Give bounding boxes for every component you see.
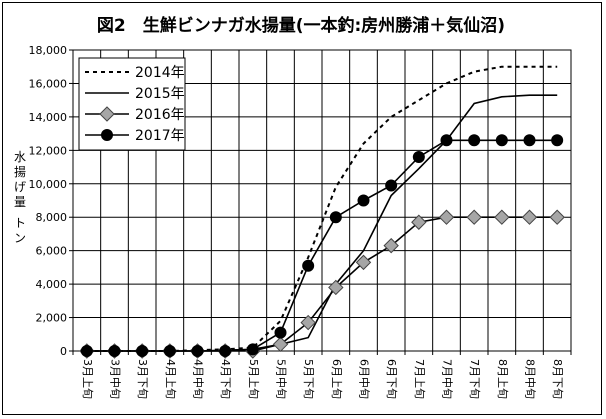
data-point	[274, 326, 287, 339]
data-point	[302, 259, 315, 272]
legend-marker	[101, 129, 113, 141]
x-tick-label: 4月上旬	[164, 359, 177, 399]
x-tick-label: 6月上旬	[330, 359, 343, 399]
data-point	[494, 209, 510, 225]
x-tick-label: 8月中旬	[524, 359, 537, 399]
data-point	[272, 336, 289, 353]
data-point	[412, 151, 425, 164]
x-tick-label: 3月中旬	[109, 359, 122, 399]
data-point	[163, 345, 176, 357]
x-tick-label: 6月下旬	[385, 359, 398, 399]
x-tick-label: 3月下旬	[136, 359, 149, 399]
legend: 2014年 2015年 2016年 2017年	[78, 57, 186, 151]
data-point	[355, 254, 372, 271]
y-tick-label: 2,000	[36, 312, 68, 325]
chart-frame: 図2 生鮮ビンナガ水揚量(一本釣:房州勝浦＋気仙沼) 0 2,000 4,000 6,…	[2, 2, 602, 415]
legend-marker	[99, 106, 115, 122]
data-point	[246, 343, 259, 356]
legend-label: 2015年	[135, 86, 185, 102]
data-point	[357, 194, 370, 207]
data-point	[80, 345, 93, 357]
data-point	[523, 134, 536, 147]
x-tick-label: 4月中旬	[192, 359, 205, 399]
x-tick-labels: 3月上旬 3月中旬 3月下旬 4月上旬 4月中旬 4月下旬 5月上旬 5月中旬 5月下旬 6月上旬…	[81, 359, 564, 399]
data-point	[495, 134, 508, 147]
y-tick-label: 6,000	[36, 245, 68, 258]
axes	[69, 49, 572, 355]
x-tick-label: 5月中旬	[275, 359, 288, 399]
y-label-char: 量	[14, 195, 26, 209]
data-point	[191, 345, 204, 357]
data-point	[328, 279, 344, 296]
y-tick-label: 18,000	[29, 44, 68, 57]
data-point	[549, 209, 565, 225]
series-0	[86, 65, 558, 352]
data-point	[108, 345, 121, 357]
x-tick-label: 5月上旬	[247, 359, 260, 399]
data-point	[385, 179, 398, 192]
y-label-char: ト	[14, 216, 26, 230]
y-tick-label: 12,000	[29, 144, 68, 157]
data-point	[551, 134, 564, 147]
data-point	[329, 211, 342, 224]
data-point	[411, 214, 427, 230]
x-tick-label: 3月上旬	[81, 359, 94, 399]
x-tick-label: 7月中旬	[441, 359, 454, 399]
y-label-char: げ	[14, 180, 26, 194]
chart-title: 図2 生鮮ビンナガ水揚量(一本釣:房州勝浦＋気仙沼)	[97, 15, 505, 36]
data-point	[468, 134, 481, 147]
x-tick-label: 8月上旬	[496, 359, 509, 399]
y-label-char: 揚	[14, 165, 26, 179]
series-group	[79, 65, 565, 359]
y-label-char: 水	[14, 150, 26, 164]
legend-label: 2014年	[135, 65, 185, 81]
y-tick-label: 14,000	[29, 111, 68, 124]
x-tick-label: 6月中旬	[358, 359, 371, 399]
x-tick-label: 4月下旬	[219, 359, 232, 399]
data-point	[440, 134, 453, 147]
data-point	[136, 345, 149, 357]
series-line	[86, 65, 558, 352]
y-tick-label: 0	[60, 345, 67, 358]
chart-svg: 図2 生鮮ビンナガ水揚量(一本釣:房州勝浦＋気仙沼) 0 2,000 4,000 6,…	[14, 15, 572, 399]
x-tick-label: 8月下旬	[551, 359, 564, 399]
data-point	[521, 209, 538, 225]
x-tick-label: 7月上旬	[413, 359, 426, 399]
legend-label: 2017年	[135, 128, 185, 144]
y-tick-label: 8,000	[36, 211, 68, 224]
data-point	[466, 209, 482, 225]
data-point	[383, 237, 399, 254]
data-point	[300, 314, 316, 331]
y-label-char: ン	[14, 231, 26, 245]
y-tick-label: 10,000	[29, 178, 68, 191]
data-point	[438, 209, 455, 225]
y-tick-label: 16,000	[29, 77, 68, 90]
data-point	[219, 345, 232, 357]
y-tick-labels: 0 2,000 4,000 6,000 8,000 10,000 12,000 14,000 1…	[29, 44, 68, 358]
legend-label: 2016年	[135, 107, 185, 123]
series-3	[80, 134, 564, 357]
x-tick-label: 5月下旬	[302, 359, 315, 399]
x-tick-label: 7月下旬	[468, 359, 481, 399]
y-tick-label: 4,000	[36, 278, 68, 291]
